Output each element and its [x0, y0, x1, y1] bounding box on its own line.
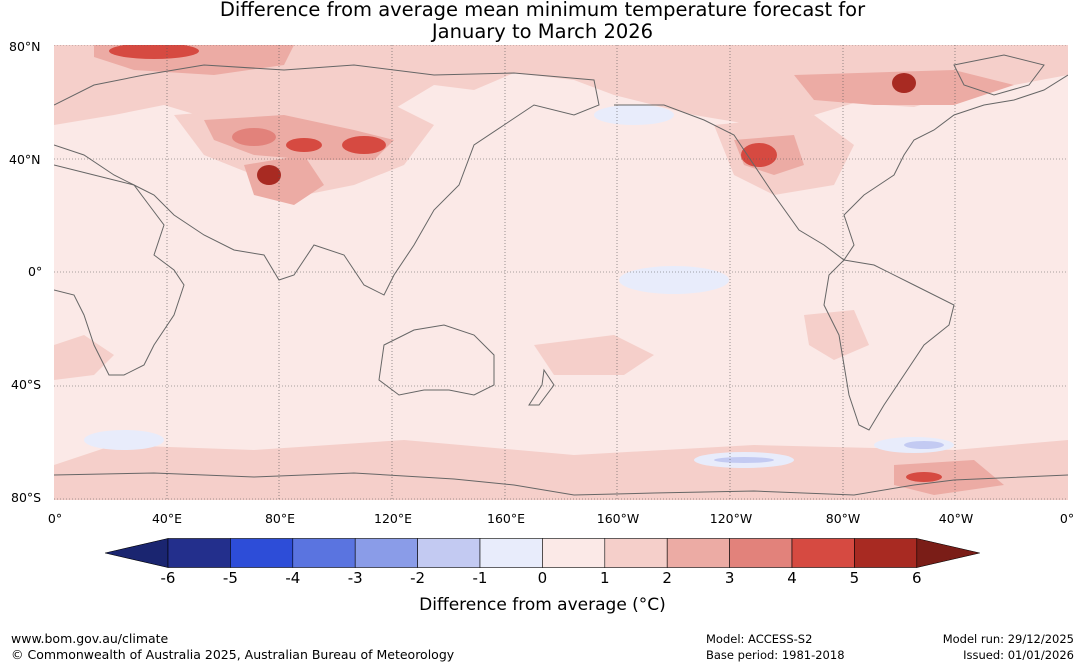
colorbar-extend-high — [916, 538, 980, 568]
anomaly-hotspot — [286, 138, 322, 152]
colorbar-segment — [354, 538, 418, 568]
colorbar-segment — [230, 538, 294, 568]
colorbar-extend-low — [105, 538, 169, 568]
anomaly-hotspot — [906, 472, 942, 482]
footer-base-period: Base period: 1981-2018 — [706, 648, 845, 662]
colorbar-segment — [542, 538, 606, 568]
footer-model-run: Model run: 29/12/2025 — [942, 632, 1074, 646]
lon-label-40w: 40°W — [938, 511, 974, 526]
anomaly-negative — [714, 457, 774, 463]
colorbar-tick-label: 0 — [537, 569, 548, 587]
coastline-eurasia — [54, 64, 600, 296]
lon-label-0-east: 0° — [1059, 511, 1075, 526]
lon-label-160w: 160°W — [596, 511, 640, 526]
coastline-australia — [378, 324, 495, 396]
footer-model: Model: ACCESS-S2 — [706, 632, 813, 646]
forecast-map — [54, 45, 1068, 500]
coastline-south-america — [823, 259, 955, 431]
colorbar-segment — [479, 538, 543, 568]
anomaly-hotspot — [892, 73, 916, 93]
anomaly-hotspot — [232, 128, 276, 146]
colorbar-segment — [417, 538, 481, 568]
anomaly-negative — [619, 266, 729, 294]
footer-copyright: © Commonwealth of Australia 2025, Austra… — [11, 647, 455, 662]
lat-label-eq: 0° — [28, 264, 43, 279]
colorbar-segment — [854, 538, 918, 568]
lon-label-0: 0° — [47, 511, 63, 526]
lon-label-40e: 40°E — [151, 511, 183, 526]
colorbar-tick-label: 4 — [787, 569, 797, 587]
anomaly-region — [894, 460, 1004, 495]
anomaly-negative — [904, 441, 944, 449]
colorbar-tick-label: 5 — [849, 569, 860, 587]
anomaly-hotspot — [109, 45, 199, 59]
anomaly-region — [54, 440, 1068, 500]
coastlines — [54, 54, 1068, 496]
anomaly-negative — [84, 430, 164, 450]
footer-url[interactable]: www.bom.gov.au/climate — [11, 631, 169, 646]
colorbar-tick-label: 2 — [662, 569, 672, 587]
lat-label-80s: 80°S — [11, 490, 42, 505]
coastline-north-america — [614, 74, 1068, 261]
lon-label-120e: 120°E — [373, 511, 413, 526]
colorbar-tick-label: -2 — [410, 569, 426, 587]
anomaly-negative — [594, 105, 674, 125]
lon-label-160e: 160°E — [486, 511, 526, 526]
colorbar-tick-label: -6 — [160, 569, 176, 587]
lon-label-80w: 80°W — [825, 511, 861, 526]
anomaly-hotspot — [257, 165, 281, 185]
anomaly-fields — [54, 45, 1068, 500]
coastline-africa — [54, 164, 185, 376]
anomaly-region — [804, 310, 869, 360]
colorbar-segment — [604, 538, 668, 568]
colorbar-tick-label: -5 — [222, 569, 238, 587]
lat-label-40n: 40°N — [9, 152, 41, 167]
colorbar-segment — [666, 538, 730, 568]
colorbar-tick-label: -1 — [472, 569, 488, 587]
colorbar-tick-label: -4 — [285, 569, 301, 587]
colorbar-segment — [167, 538, 231, 568]
footer-issued: Issued: 01/01/2026 — [963, 648, 1074, 662]
coastline-newzealand — [528, 368, 555, 406]
chart-title-line2: January to March 2026 — [431, 20, 654, 43]
chart-title-line1: Difference from average mean minimum tem… — [219, 0, 866, 21]
lon-label-120w: 120°W — [709, 511, 753, 526]
anomaly-region — [534, 335, 654, 375]
coastline-antarctica — [54, 472, 1068, 496]
colorbar-tick-label: -3 — [347, 569, 363, 587]
lon-label-80e: 80°E — [264, 511, 296, 526]
coastline-greenland — [953, 54, 1045, 96]
lat-label-40s: 40°S — [11, 377, 42, 392]
colorbar-tick-label: 3 — [724, 569, 735, 587]
anomaly-hotspot — [741, 143, 777, 167]
colorbar-tick-label: 1 — [600, 569, 610, 587]
graticule — [54, 45, 1068, 500]
colorbar-segment — [292, 538, 356, 568]
colorbar-label: Difference from average (°C) — [419, 595, 666, 615]
lat-label-80n: 80°N — [9, 39, 41, 54]
colorbar-segment — [729, 538, 793, 568]
colorbar-tick-label: 6 — [912, 569, 922, 587]
anomaly-hotspot — [342, 136, 386, 154]
colorbar — [105, 538, 980, 568]
anomaly-region — [54, 335, 114, 380]
colorbar-segment — [791, 538, 855, 568]
